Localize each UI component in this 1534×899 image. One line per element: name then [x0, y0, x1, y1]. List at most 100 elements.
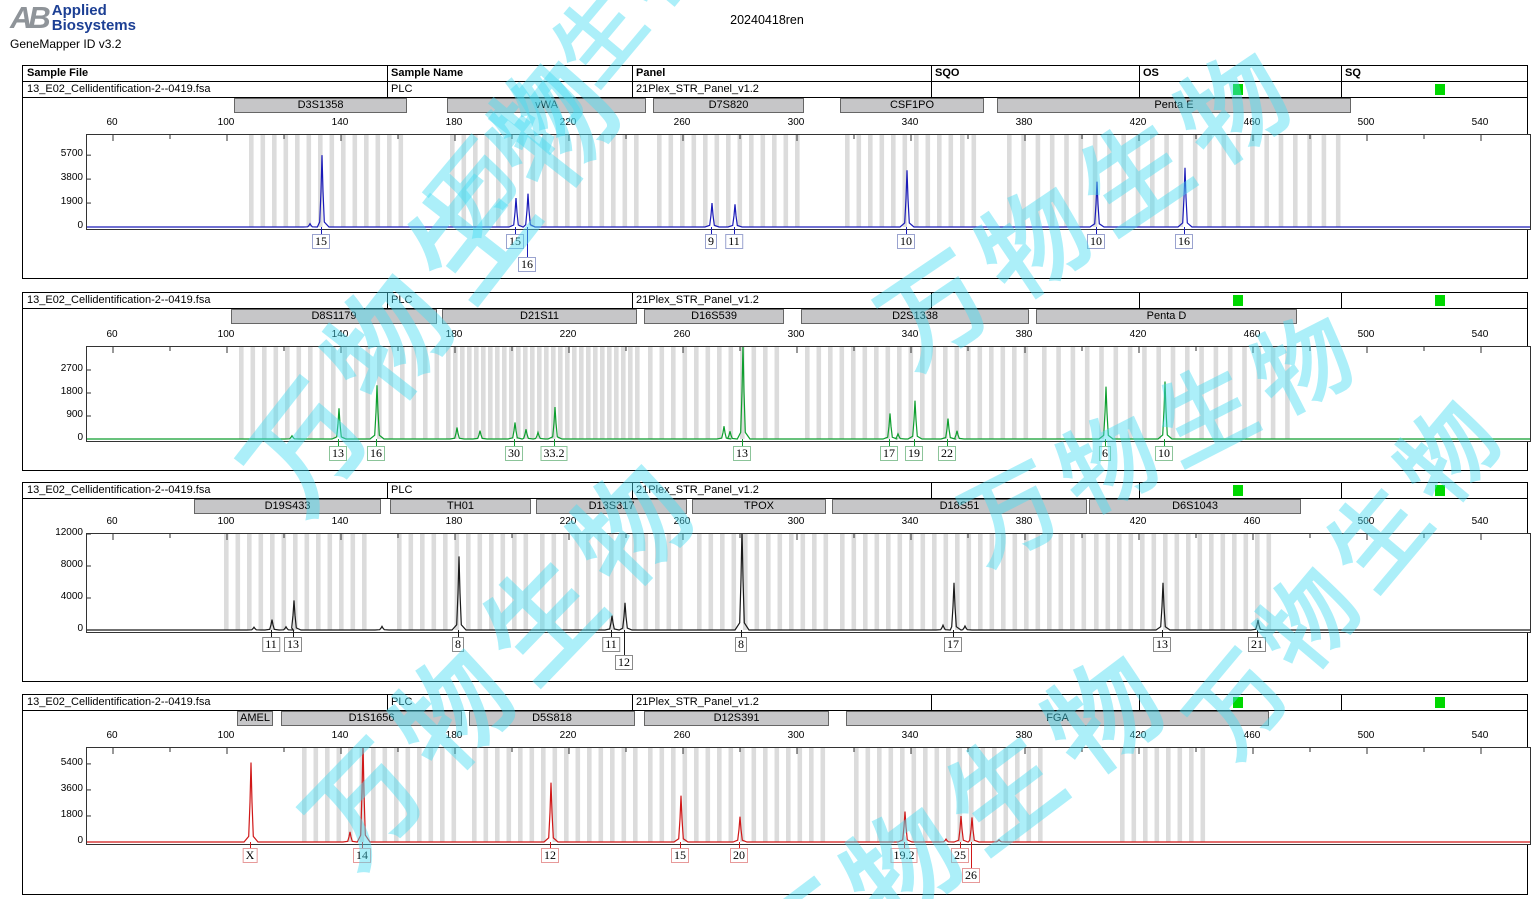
allele-label: 13: [733, 446, 751, 461]
y-axis-label: 5400: [60, 756, 83, 768]
allele-leader-line: [338, 439, 339, 446]
sample-file-cell: 13_E02_Cellidentification-2--0419.fsa: [27, 696, 211, 708]
allele-label: 22: [938, 446, 956, 461]
x-axis-label: 60: [106, 329, 118, 340]
marker-box-d12s391: D12S391: [644, 711, 829, 726]
allele-label: 15: [671, 848, 689, 863]
marker-box-d6s1043: D6S1043: [1089, 499, 1301, 514]
panel-name-cell: 21Plex_STR_Panel_v1.2: [636, 696, 759, 708]
marker-box-d1s1656: D1S1656: [281, 711, 462, 726]
x-axis-label: 340: [901, 329, 919, 340]
allele-label: 14: [353, 848, 371, 863]
column-divider: [1341, 82, 1342, 97]
dye-trace-red: [87, 748, 1530, 843]
marker-box-d21s11: D21S11: [442, 309, 637, 324]
x-axis-label: 460: [1243, 329, 1261, 340]
allele-leader-line: [293, 630, 294, 637]
sq-status-square: [1435, 295, 1445, 306]
x-axis-label: 260: [673, 730, 691, 741]
allele-leader-line: [1105, 439, 1106, 446]
x-axis-label: 100: [217, 516, 235, 527]
x-axis-label: 540: [1471, 730, 1489, 741]
allele-label: 10: [1155, 446, 1173, 461]
column-divider: [1139, 82, 1140, 97]
electropherogram-plot[interactable]: [86, 134, 1531, 230]
x-axis-label: 300: [787, 329, 805, 340]
plot-canvas: [87, 135, 1530, 228]
electropherogram-plot[interactable]: [86, 533, 1531, 633]
column-divider: [1139, 293, 1140, 308]
x-axis-label: 140: [331, 329, 349, 340]
allele-label: 15: [506, 234, 524, 249]
x-axis-label: 300: [787, 730, 805, 741]
os-status-square: [1233, 84, 1243, 95]
col-sqo: SQO: [935, 67, 960, 79]
x-axis-label: 460: [1243, 730, 1261, 741]
col-sample-file: Sample File: [27, 67, 89, 79]
allele-label: 25: [951, 848, 969, 863]
allele-leader-line: [742, 439, 743, 446]
allele-leader-line: [739, 842, 740, 848]
allele-leader-line: [271, 630, 272, 637]
allele-label: 19.2: [890, 848, 918, 863]
x-axis-label: 380: [1015, 516, 1033, 527]
sample-name-cell: PLC: [391, 484, 413, 496]
x-axis-ticks: [87, 347, 1482, 440]
col-sample-name: Sample Name: [391, 67, 464, 79]
electropherogram-plot[interactable]: [86, 346, 1531, 442]
electropherogram-plot[interactable]: [86, 747, 1531, 845]
allele-label: 16: [367, 446, 385, 461]
x-axis-label: 380: [1015, 730, 1033, 741]
allele-label: X: [242, 848, 258, 863]
allele-leader-line: [514, 439, 515, 446]
marker-box-d7s820: D7S820: [653, 98, 804, 113]
x-axis-label: 380: [1015, 117, 1033, 128]
allele-leader-line: [362, 842, 363, 848]
allele-bin-bars: [249, 135, 1341, 227]
column-divider: [931, 483, 932, 498]
allele-leader-line: [611, 630, 612, 637]
allele-leader-line: [550, 842, 551, 848]
sample-row[interactable]: 13_E02_Cellidentification-2--0419.fsa PLC…: [23, 293, 1527, 309]
allele-label: 26: [962, 868, 980, 883]
x-axis-label: 380: [1015, 329, 1033, 340]
y-axis-label: 3600: [60, 782, 83, 794]
allele-leader-line: [1164, 439, 1165, 446]
allele-label: 8: [735, 637, 747, 652]
logo-text: Applied Biosystems: [52, 3, 136, 33]
y-axis-label: 8000: [60, 559, 83, 570]
marker-box-amel: AMEL: [237, 711, 273, 726]
allele-bin-bars: [239, 347, 1290, 439]
allele-leader-line: [554, 439, 555, 446]
marker-box-d19s433: D19S433: [194, 499, 381, 514]
x-axis-label: 500: [1357, 329, 1375, 340]
dye-trace-green: [87, 347, 1530, 440]
x-axis-label: 420: [1129, 516, 1147, 527]
sample-row[interactable]: 13_E02_Cellidentification-2--0419.fsa PLC…: [23, 695, 1527, 711]
x-axis-label: 300: [787, 117, 805, 128]
column-divider: [931, 695, 932, 710]
column-divider: [387, 483, 388, 498]
allele-label: 17: [880, 446, 898, 461]
marker-box-d2s1338: D2S1338: [801, 309, 1029, 324]
x-axis-label: 180: [445, 329, 463, 340]
allele-leader-line: [321, 227, 322, 234]
x-axis-label: 340: [901, 117, 919, 128]
sq-status-square: [1435, 697, 1445, 708]
x-axis-label: 540: [1471, 516, 1489, 527]
allele-leader-line: [680, 842, 681, 848]
x-axis-label: 340: [901, 516, 919, 527]
allele-leader-line: [953, 630, 954, 637]
marker-box-csf1po: CSF1PO: [840, 98, 984, 113]
panel-name-cell: 21Plex_STR_Panel_v1.2: [636, 83, 759, 95]
allele-label: 10: [1087, 234, 1105, 249]
x-axis-label: 300: [787, 516, 805, 527]
sample-row[interactable]: 13_E02_Cellidentification-2--0419.fsa PLC…: [23, 483, 1527, 499]
sample-file-cell: 13_E02_Cellidentification-2--0419.fsa: [27, 294, 211, 306]
report-title: 20240418ren: [730, 13, 804, 27]
x-axis-ticks: [87, 135, 1482, 228]
column-divider: [387, 293, 388, 308]
sample-row[interactable]: 13_E02_Cellidentification-2--0419.fsa PLC…: [23, 82, 1527, 98]
allele-leader-line: [1162, 630, 1163, 637]
